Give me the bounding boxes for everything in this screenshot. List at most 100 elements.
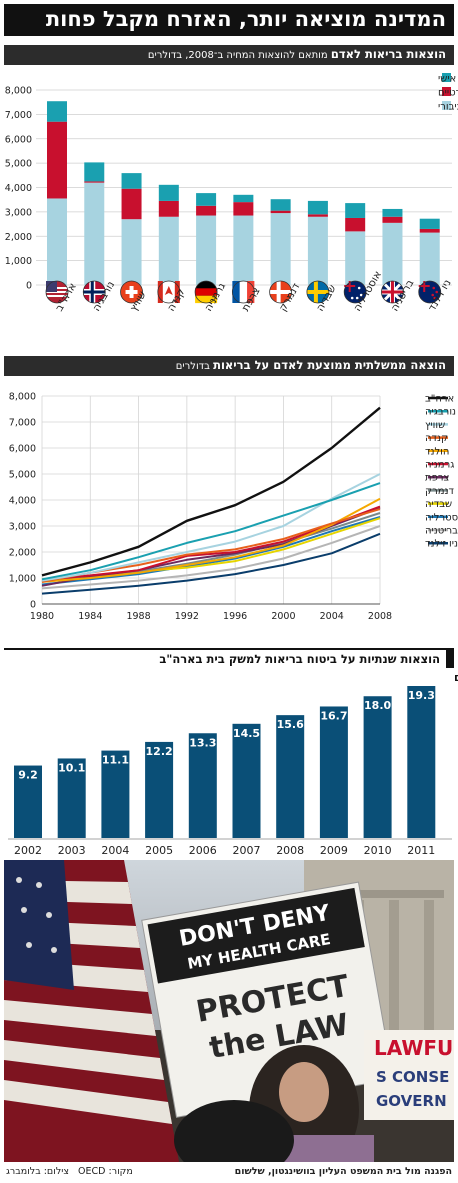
bar-segment	[382, 216, 403, 223]
x-tick-label: 1992	[175, 611, 199, 622]
protest-photo: DON'T DENY MY HEALTH CARE PROTECT the LA…	[4, 860, 454, 1162]
legend-label: ניו זילנד	[425, 539, 458, 550]
legend-label: קנדה	[425, 433, 448, 444]
bar-segment	[84, 162, 105, 182]
flag-france-icon	[231, 280, 255, 304]
year-label: 2002	[14, 844, 42, 857]
bar-value-label: 11.1	[102, 754, 129, 767]
bar-segment	[196, 205, 217, 216]
bar-segment	[382, 222, 403, 285]
bar-value-label: 12.2	[146, 745, 173, 758]
y-tick-label: 5,000	[5, 159, 32, 170]
y-tick-label: 6,000	[5, 134, 32, 145]
bar-segment	[196, 193, 217, 206]
bar-segment	[233, 194, 254, 203]
bar-value-label: 9.2	[18, 769, 38, 782]
x-tick-label: 1984	[78, 611, 102, 622]
year-bar	[101, 750, 130, 838]
bar-segment	[47, 121, 67, 199]
bar-segment	[419, 228, 440, 233]
flag-switzerland-icon	[120, 280, 143, 304]
legend-label: צרפת	[425, 473, 449, 484]
year-label: 2011	[407, 844, 435, 857]
bar-segment	[121, 219, 142, 285]
legend-swatch	[442, 73, 451, 82]
legend-label: שבדיה	[425, 499, 452, 510]
year-label: 2005	[145, 844, 173, 857]
y-tick-label: 3,000	[9, 522, 36, 533]
source-label: מקור: OECD	[78, 1166, 133, 1177]
bar-segment	[270, 213, 291, 285]
section1-subtitle: מותאם להוצאות המחיה ב־2008, בדולרים	[147, 50, 331, 61]
year-label: 2004	[101, 844, 129, 857]
legend-label: שוויץ	[425, 420, 445, 431]
year-label: 2010	[364, 844, 392, 857]
household-bar-chart: באלפי דולרים 9.2 2002 10.1 2003 11.1 2004 12.2 2…	[8, 671, 458, 857]
bar-segment	[270, 210, 291, 214]
flag-canada-icon	[157, 280, 181, 304]
legend-label: הולנד	[425, 446, 449, 457]
bar-segment	[382, 208, 403, 217]
section2-header: הוצאה ממשלתית ממוצעת לאדם על בריאות בדול…	[4, 356, 454, 376]
series-line	[41, 497, 381, 583]
y-tick-label: 8,000	[9, 392, 36, 403]
x-tick-label: 1988	[126, 611, 150, 622]
flag-uk-icon	[381, 280, 404, 304]
year-bar	[407, 686, 436, 838]
flag-germany-icon	[194, 280, 218, 304]
legend-label: בריטניה	[425, 526, 458, 537]
y-tick-label: 0	[30, 600, 36, 611]
bar-value-label: 10.1	[58, 761, 85, 774]
x-tick-label: 2008	[368, 611, 392, 622]
y-tick-label: 0	[26, 281, 32, 292]
sign2-line1: LAWFU	[374, 1036, 453, 1060]
bar-value-label: 14.5	[233, 727, 260, 740]
chart2-legend: ארה"ב נורבגיה שוויץ קנדה הולנד גרמניה צרפת דנמר…	[425, 394, 458, 550]
legend-label: נורבגיה	[425, 407, 456, 418]
bar-segment	[307, 200, 328, 215]
year-label: 2008	[276, 844, 304, 857]
bar-segment	[196, 215, 217, 285]
year-bar	[57, 758, 86, 838]
section3-header: הוצאות שנתיות על ביטוח בריאות למשק בית ב…	[4, 648, 454, 670]
series-line	[41, 525, 381, 590]
bar-segment	[84, 181, 105, 183]
flag-sweden-icon	[306, 280, 330, 304]
bar-segment	[233, 202, 254, 216]
legend-label: מימון גופים פרטיים	[438, 88, 458, 99]
flag-new-zealand-icon	[418, 280, 442, 304]
photo-caption: הפגנה מול בית המשפט העליון בוושינגטון, ש…	[234, 1166, 452, 1177]
y-tick-label: 1,000	[5, 256, 32, 267]
bar-segment	[307, 216, 328, 285]
legend-label: מימון ציבורי	[438, 102, 458, 113]
bar-value-label: 15.6	[277, 718, 304, 731]
year-bar	[363, 696, 392, 838]
unit-label: באלפי דולרים	[454, 671, 458, 684]
us-flag-illustration	[4, 860, 179, 1162]
series-line	[41, 515, 381, 586]
section2-subtitle: בדולרים	[175, 361, 214, 372]
sign2-line2: S CONSE	[376, 1068, 449, 1086]
series-line	[41, 482, 381, 581]
legend-swatch	[442, 101, 451, 110]
bar-segment	[345, 203, 366, 218]
flag-usa-icon	[45, 280, 69, 304]
year-bar	[319, 706, 348, 838]
bar-segment	[158, 216, 179, 285]
series-line	[41, 508, 381, 583]
flag-denmark-icon	[269, 280, 293, 304]
x-tick-label: 1996	[223, 611, 247, 622]
page-title: המדינה מוציאה יותר, האזרח מקבל פחות	[45, 7, 446, 31]
bar-segment	[345, 217, 366, 232]
y-tick-label: 6,000	[9, 444, 36, 455]
year-bar	[145, 741, 174, 838]
y-tick-label: 7,000	[9, 418, 36, 429]
bar-segment	[419, 218, 440, 229]
sign2-line3: GOVERN	[376, 1092, 447, 1110]
y-tick-label: 7,000	[5, 110, 32, 121]
year-bar	[188, 733, 217, 838]
chart1-legend: מימון אישי מימון גופים פרטיים מימון ציבורי	[438, 73, 458, 113]
footer: הפגנה מול בית המשפט העליון בוושינגטון, ש…	[4, 1163, 454, 1181]
y-tick-label: 3,000	[5, 207, 32, 218]
legend-label: אוסטרליה	[425, 512, 458, 523]
